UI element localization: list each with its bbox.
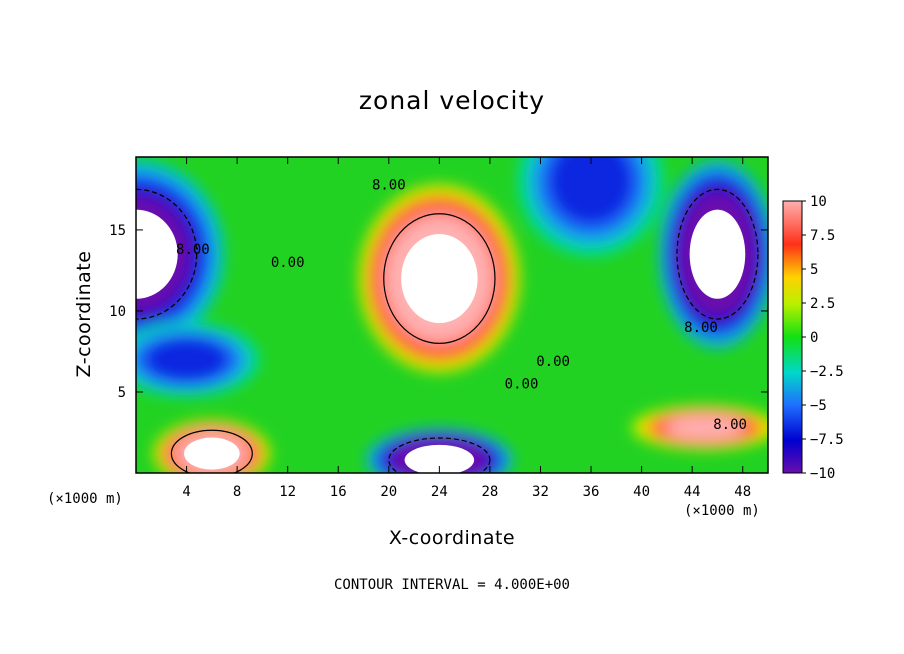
contour-line <box>676 188 759 320</box>
x-tick-label: 28 <box>481 484 498 500</box>
x-tick-label: 12 <box>279 484 296 500</box>
y-axis-label: Z-coordinate <box>73 250 95 378</box>
saturated-core <box>404 444 475 473</box>
colorbar <box>782 200 803 474</box>
x-tick-label: 44 <box>684 484 701 500</box>
saturated-core <box>136 209 178 299</box>
x-tick-label: 48 <box>734 484 751 500</box>
colorbar-tick-label: 2.5 <box>810 296 835 312</box>
field-feature-fill <box>553 157 629 221</box>
colorbar-tick-label: −7.5 <box>810 432 844 448</box>
y-tick-label: 5 <box>118 385 126 401</box>
colorbar-tick-label: 0 <box>810 330 818 346</box>
x-unit-label-right: (×1000 m) <box>684 503 760 519</box>
y-tick-label: 15 <box>109 223 126 239</box>
field-feature-fill <box>148 340 225 380</box>
x-tick-label: 20 <box>380 484 397 500</box>
saturated-core <box>401 233 478 324</box>
contour-interval-note: CONTOUR INTERVAL = 4.000E+00 <box>333 577 570 593</box>
x-tick-label: 40 <box>633 484 650 500</box>
colorbar-tick-label: −2.5 <box>810 364 844 380</box>
contour-label: 8.00 <box>372 177 406 193</box>
colorbar-tick-label: 5 <box>810 262 818 278</box>
colorbar-tick-label: 10 <box>810 194 827 210</box>
x-tick-label: 24 <box>431 484 448 500</box>
x-axis-label: X-coordinate <box>388 527 516 549</box>
y-tick-label: 10 <box>109 304 126 320</box>
contour-label: 8.00 <box>713 417 747 433</box>
x-tick-label: 8 <box>233 484 241 500</box>
x-unit-label-left: (×1000 m) <box>47 491 123 507</box>
contour-line <box>170 429 253 473</box>
saturated-core <box>184 437 240 470</box>
x-tick-label: 16 <box>330 484 347 500</box>
contour-label: 8.00 <box>684 320 718 336</box>
chart-title: zonal velocity <box>358 86 546 115</box>
x-tick-label: 36 <box>583 484 600 500</box>
x-tick-label: 32 <box>532 484 549 500</box>
colorbar-tick-label: −10 <box>810 466 835 482</box>
contour-label: 0.00 <box>536 354 570 370</box>
colorbar-tick-label: 7.5 <box>810 228 835 244</box>
contour-line <box>383 213 496 344</box>
saturated-core <box>689 209 746 299</box>
contour-label: 0.00 <box>505 377 539 393</box>
plot-frame <box>135 156 769 474</box>
colorbar-tick-label: −5 <box>810 398 827 414</box>
contour-label: 8.00 <box>176 242 210 258</box>
contour-line <box>388 437 491 473</box>
x-tick-label: 4 <box>182 484 190 500</box>
contour-label: 0.00 <box>271 255 305 271</box>
field-feature-fill <box>666 415 743 440</box>
